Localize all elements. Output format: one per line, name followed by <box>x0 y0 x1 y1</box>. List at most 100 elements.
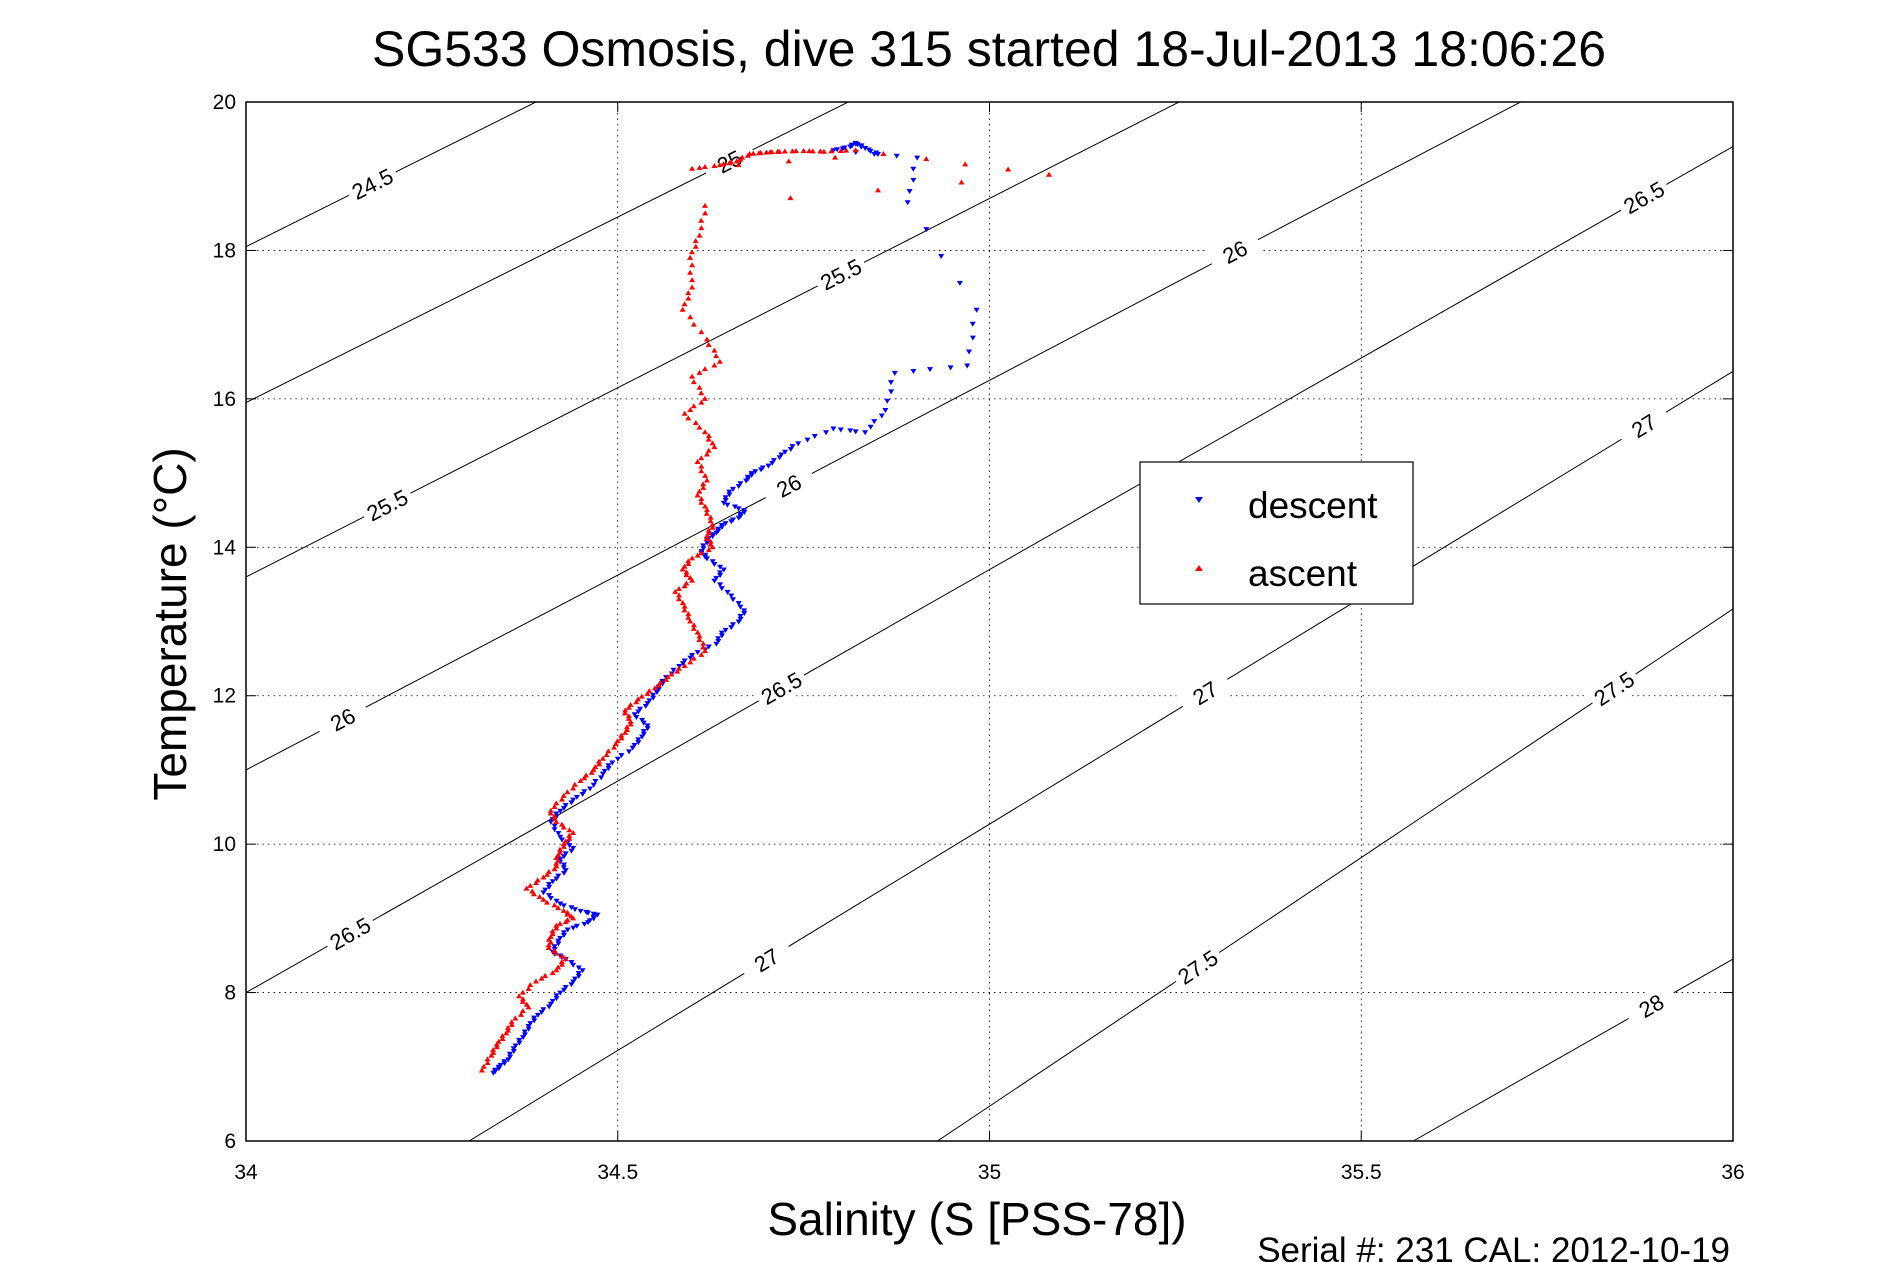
data-point-ascent <box>763 149 770 155</box>
data-point-ascent <box>560 792 567 798</box>
data-point-ascent <box>551 902 558 908</box>
data-point-descent <box>973 307 980 313</box>
data-point-descent <box>729 622 736 628</box>
data-point-ascent <box>558 953 565 959</box>
data-point-ascent <box>518 1011 525 1017</box>
data-point-ascent <box>553 922 560 928</box>
data-point-ascent <box>503 1030 510 1036</box>
data-point-descent <box>570 845 577 851</box>
data-point-descent <box>728 593 735 599</box>
data-point-descent <box>888 389 895 395</box>
data-point-ascent <box>687 314 694 320</box>
data-point-descent <box>716 570 723 576</box>
x-tick-label: 34 <box>234 1161 258 1184</box>
data-point-ascent <box>698 651 705 657</box>
data-point-descent <box>704 540 711 546</box>
data-point-ascent <box>756 150 763 156</box>
data-point-descent <box>490 1070 497 1076</box>
data-point-ascent <box>547 810 554 816</box>
data-point-descent <box>640 731 647 737</box>
data-point-descent <box>546 893 553 899</box>
data-point-descent <box>495 1066 502 1072</box>
data-point-descent <box>531 1018 538 1024</box>
data-point-ascent <box>958 179 965 185</box>
data-point-ascent <box>690 403 697 409</box>
legend: descent ascent <box>1139 461 1414 605</box>
data-point-ascent <box>698 468 705 474</box>
data-point-descent <box>741 611 748 617</box>
data-point-descent <box>681 658 688 664</box>
data-point-descent <box>735 484 742 490</box>
data-point-ascent <box>540 896 547 902</box>
data-point-ascent <box>523 885 530 891</box>
data-point-descent <box>557 990 564 996</box>
data-point-descent <box>852 429 859 435</box>
y-tick-label: 16 <box>213 388 236 411</box>
data-point-ascent <box>651 685 658 691</box>
data-point-ascent <box>558 961 565 967</box>
data-point-ascent <box>705 547 712 553</box>
data-point-descent <box>599 771 606 777</box>
data-point-ascent <box>622 707 629 713</box>
data-point-ascent <box>701 366 708 372</box>
contour-label-bg <box>1175 667 1235 719</box>
data-point-descent <box>878 413 885 419</box>
data-point-ascent <box>689 277 696 283</box>
data-point-ascent <box>689 165 696 171</box>
data-point-descent <box>553 993 560 999</box>
data-point-descent <box>635 737 642 743</box>
data-point-ascent <box>527 982 534 988</box>
data-point-ascent <box>716 162 723 168</box>
data-point-descent <box>862 146 869 152</box>
data-point-ascent <box>774 148 781 154</box>
data-point-descent <box>516 1037 523 1043</box>
data-point-ascent <box>499 1033 506 1039</box>
contour-label-bg <box>1614 172 1674 223</box>
data-point-ascent <box>701 648 708 654</box>
data-point-descent <box>847 144 854 150</box>
data-point-descent <box>964 363 971 369</box>
data-point-descent <box>871 419 878 425</box>
data-point-ascent <box>618 732 625 738</box>
data-point-descent <box>947 365 954 371</box>
data-point-ascent <box>750 150 757 156</box>
data-point-descent <box>743 478 750 484</box>
data-point-descent <box>555 941 562 947</box>
data-point-ascent <box>499 1035 506 1041</box>
data-point-descent <box>551 827 558 833</box>
data-point-ascent <box>519 998 526 1004</box>
data-point-descent <box>653 690 660 696</box>
data-point-ascent <box>696 164 703 170</box>
data-point-ascent <box>675 586 682 592</box>
data-point-descent <box>609 760 616 766</box>
data-point-ascent <box>737 156 744 162</box>
data-point-descent <box>718 630 725 636</box>
isopycnal-line <box>468 370 1733 1141</box>
data-point-descent <box>715 638 722 644</box>
data-point-descent <box>568 982 575 988</box>
data-point-descent <box>884 398 891 404</box>
data-point-ascent <box>571 781 578 787</box>
data-point-descent <box>891 370 898 376</box>
data-point-ascent <box>703 533 710 539</box>
data-point-descent <box>729 597 736 603</box>
data-point-ascent <box>627 718 634 724</box>
data-point-ascent <box>625 713 632 719</box>
data-point-descent <box>562 985 569 991</box>
y-axis-label: Temperature (°C) <box>144 447 196 800</box>
data-point-ascent <box>701 163 708 169</box>
data-point-descent <box>969 321 976 327</box>
data-point-ascent <box>674 668 681 674</box>
data-point-descent <box>631 712 638 718</box>
data-point-ascent <box>558 958 565 964</box>
data-point-descent <box>540 890 547 896</box>
data-point-ascent <box>700 484 707 490</box>
data-point-descent <box>778 452 785 458</box>
data-point-ascent <box>519 989 526 995</box>
data-point-descent <box>581 789 588 795</box>
data-point-ascent <box>698 496 705 502</box>
data-point-ascent <box>556 920 563 926</box>
data-point-descent <box>865 147 872 153</box>
data-point-ascent <box>519 1008 526 1014</box>
data-point-ascent <box>800 147 807 153</box>
